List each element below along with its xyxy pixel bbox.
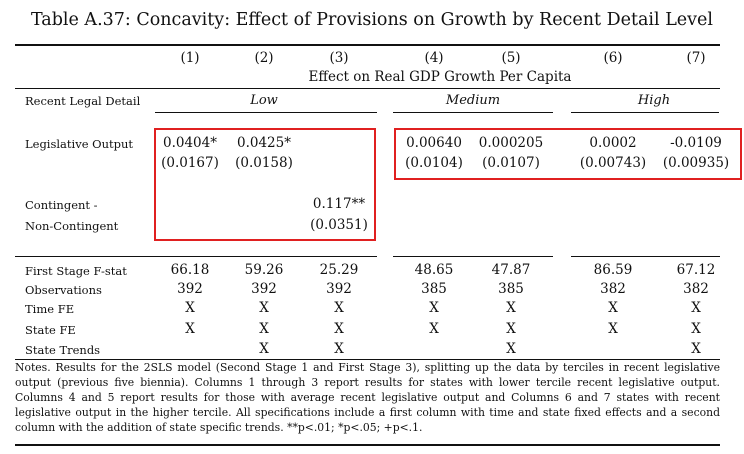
indicator-cell: X — [691, 300, 701, 316]
coefficient-cell: 0.0002 — [589, 135, 637, 151]
group-underline-medium — [393, 112, 553, 113]
indicator-cell: X — [691, 341, 701, 357]
dependent-variable-caption: Effect on Real GDP Growth Per Capita — [308, 69, 572, 85]
indicator-cell: X — [334, 300, 344, 316]
highlight-box-medium-high — [394, 128, 742, 180]
stat-cell: 382 — [600, 281, 626, 297]
indicator-cell: X — [429, 321, 439, 337]
indicator-cell: X — [429, 300, 439, 316]
coefficient-cell: 0.0425* — [237, 135, 291, 151]
indicator-cell: X — [259, 341, 269, 357]
row-label-non-contingent: Non-Contingent — [25, 219, 119, 233]
standard-error-cell: (0.0107) — [482, 155, 540, 171]
group-label-high: High — [637, 93, 671, 108]
standard-error-cell: (0.0158) — [235, 155, 293, 171]
indicator-cell: X — [691, 321, 701, 337]
indicator-cell: X — [608, 300, 618, 316]
table-title: Table A.37: Concavity: Effect of Provisi… — [30, 10, 714, 30]
indicator-cell: X — [259, 321, 269, 337]
group-label-low: Low — [250, 93, 278, 108]
stat-cell: 385 — [421, 281, 447, 297]
table-notes: Notes. Results for the 2SLS model (Secon… — [15, 361, 720, 434]
stat-cell: 67.12 — [676, 262, 716, 278]
column-number: (2) — [254, 50, 274, 66]
group-underline-low — [155, 112, 377, 113]
standard-error-cell: (0.00743) — [579, 155, 647, 171]
row-label-state-trends: State Trends — [25, 343, 101, 357]
coefficient-cell: -0.0109 — [670, 135, 722, 151]
indicator-cell: X — [185, 321, 195, 337]
row-label-state-fe: State FE — [25, 323, 76, 337]
row-label-first-stage: First Stage F-stat — [25, 264, 127, 278]
indicator-cell: X — [506, 300, 516, 316]
stat-cell: 59.26 — [244, 262, 284, 278]
stat-cell: 47.87 — [491, 262, 531, 278]
indicator-cell: X — [608, 321, 618, 337]
row-label-contingent: Contingent - — [25, 198, 98, 212]
group-underline-high — [571, 112, 719, 113]
column-number: (5) — [501, 50, 521, 66]
column-number: (3) — [329, 50, 349, 66]
standard-error-cell: (0.00935) — [662, 155, 730, 171]
stat-cell: 25.29 — [319, 262, 359, 278]
stat-cell: 382 — [683, 281, 709, 297]
row-label-time-fe: Time FE — [25, 302, 75, 316]
stat-cell: 86.59 — [593, 262, 633, 278]
highlight-box-low — [154, 128, 376, 241]
standard-error-cell: (0.0167) — [161, 155, 219, 171]
indicator-cell: X — [334, 341, 344, 357]
coefficient-cell: 0.00640 — [406, 135, 462, 151]
top-rule — [15, 44, 720, 46]
column-number: (6) — [603, 50, 623, 66]
row-label-observations: Observations — [25, 283, 102, 297]
row-label-legislative-output: Legislative Output — [25, 137, 134, 151]
notes-rule — [15, 359, 720, 360]
standard-error-cell: (0.0104) — [405, 155, 463, 171]
stats-rule-low — [15, 256, 377, 257]
bottom-rule — [15, 444, 720, 446]
stat-cell: 392 — [251, 281, 277, 297]
stat-cell: 66.18 — [170, 262, 210, 278]
indicator-cell: X — [506, 321, 516, 337]
indicator-cell: X — [259, 300, 269, 316]
group-label-medium: Medium — [445, 93, 501, 108]
header-rule — [15, 88, 720, 89]
row-label-recent-detail: Recent Legal Detail — [25, 94, 141, 108]
stat-cell: 392 — [326, 281, 352, 297]
column-number: (1) — [180, 50, 200, 66]
stats-rule-high — [571, 256, 720, 257]
indicator-cell: X — [506, 341, 516, 357]
coefficient-cell: 0.000205 — [478, 135, 544, 151]
coefficient-cell: 0.0404* — [163, 135, 217, 151]
stat-cell: 385 — [498, 281, 524, 297]
indicator-cell: X — [334, 321, 344, 337]
stats-rule-medium — [393, 256, 553, 257]
column-number: (7) — [686, 50, 706, 66]
column-number: (4) — [424, 50, 444, 66]
coefficient-cell: 0.117** — [312, 196, 366, 212]
indicator-cell: X — [185, 300, 195, 316]
stat-cell: 392 — [177, 281, 203, 297]
standard-error-cell: (0.0351) — [310, 217, 368, 233]
stat-cell: 48.65 — [414, 262, 454, 278]
